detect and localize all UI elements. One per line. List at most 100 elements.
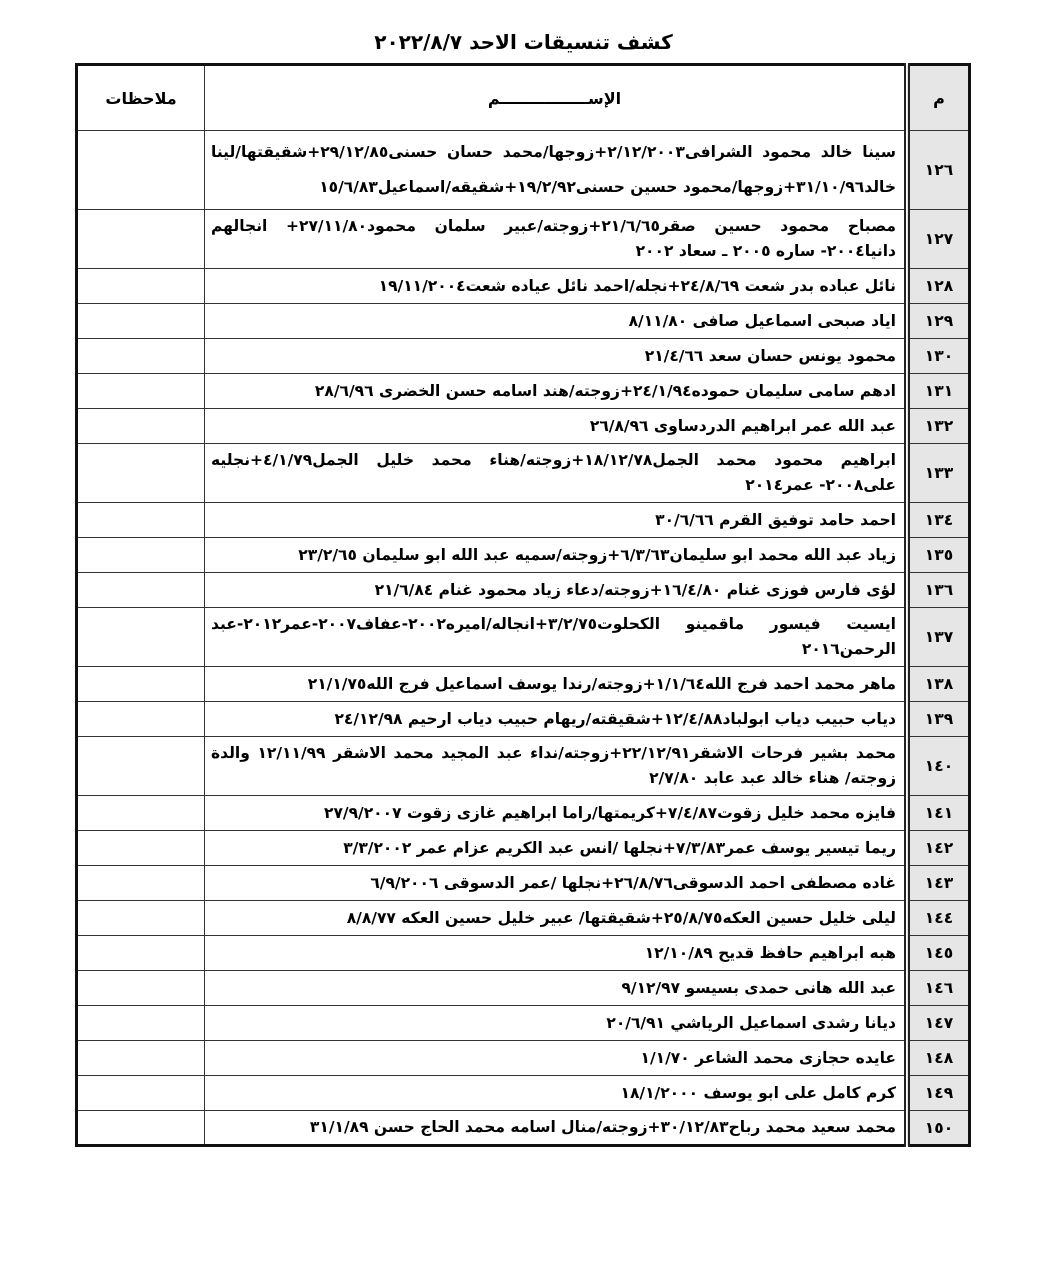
row-names: غاده مصطفى احمد الدسوقى٢٦/٨/٧٦+نجلها /عم… — [204, 865, 908, 901]
row-number: ١٣٤ — [904, 502, 970, 538]
table-row: ١٢٦ سينا خالد محمود الشرافى٢/١٢/٢٠٠٣+زوجه… — [76, 130, 970, 210]
row-notes — [76, 373, 205, 409]
row-number: ١٢٨ — [904, 268, 970, 304]
row-names: مصباح محمود حسين صقر٢١/٦/٦٥+زوجته/عبير س… — [204, 209, 908, 269]
row-notes — [76, 268, 205, 304]
table-row: ١٢٩ اياد صبحى اسماعيل صافى ٨/١١/٨٠ — [76, 303, 970, 339]
table-row: ١٣٩ دياب حبيب دياب ابولباد١٢/٤/٨٨+شقيقته/… — [76, 701, 970, 737]
row-number: ١٢٦ — [904, 130, 970, 210]
table-row: ١٣٢ عبد الله عمر ابراهيم الدردساوى ٢٦/٨/٩… — [76, 408, 970, 444]
row-number: ١٢٩ — [904, 303, 970, 339]
header-row: م الإســــــــــــــــم ملاحظات — [76, 64, 970, 131]
row-names: عبد الله عمر ابراهيم الدردساوى ٢٦/٨/٩٦ — [204, 408, 908, 444]
coordination-table: م الإســــــــــــــــم ملاحظات ١٢٦ سينا … — [75, 63, 971, 1147]
row-names: عبد الله هانى حمدى بسيسو ٩/١٢/٩٧ — [204, 970, 908, 1006]
row-notes — [76, 338, 205, 374]
row-notes — [76, 502, 205, 538]
row-number: ١٣٠ — [904, 338, 970, 374]
row-names: لؤى فارس فوزى غنام ١٦/٤/٨٠+زوجته/دعاء زي… — [204, 572, 908, 608]
row-names: احمد حامد توفيق القرم ٣٠/٦/٦٦ — [204, 502, 908, 538]
row-notes — [76, 1040, 205, 1076]
row-number: ١٤٨ — [904, 1040, 970, 1076]
table-row: ١٣٦ لؤى فارس فوزى غنام ١٦/٤/٨٠+زوجته/دعاء… — [76, 572, 970, 608]
row-names: دياب حبيب دياب ابولباد١٢/٤/٨٨+شقيقته/ريه… — [204, 701, 908, 737]
row-number: ١٣٢ — [904, 408, 970, 444]
row-notes — [76, 408, 205, 444]
row-notes — [76, 303, 205, 339]
row-names: زياد عبد الله محمد ابو سليمان٦/٣/٦٣+زوجت… — [204, 537, 908, 573]
row-names: سينا خالد محمود الشرافى٢/١٢/٢٠٠٣+زوجها/م… — [204, 130, 908, 210]
header-name: الإســــــــــــــــم — [204, 64, 908, 131]
row-number: ١٥٠ — [904, 1110, 970, 1146]
row-number: ١٤٩ — [904, 1075, 970, 1111]
table-row: ١٣١ ادهم سامى سليمان حموده٢٤/١/٩٤+زوجته/ه… — [76, 373, 970, 409]
table-row: ١٤٤ ليلى خليل حسين العكه٢٥/٨/٧٥+شقيقتها/ … — [76, 900, 970, 936]
row-names: ديانا رشدى اسماعيل الرياشي ٢٠/٦/٩١ — [204, 1005, 908, 1041]
row-names: ماهر محمد احمد فرج الله١/١/٦٤+زوجته/رندا… — [204, 666, 908, 702]
row-notes — [76, 935, 205, 971]
table-row: ١٤٨ عايده حجازى محمد الشاعر ١/١/٧٠ — [76, 1040, 970, 1076]
row-names: عايده حجازى محمد الشاعر ١/١/٧٠ — [204, 1040, 908, 1076]
table-row: ١٢٨ نائل عباده بدر شعت ٢٤/٨/٦٩+نجله/احمد … — [76, 268, 970, 304]
row-number: ١٤٦ — [904, 970, 970, 1006]
row-notes — [76, 736, 205, 796]
document-title: كشف تنسيقات الاحد ٢٠٢٢/٨/٧ — [374, 30, 673, 54]
row-notes — [76, 537, 205, 573]
row-notes — [76, 607, 205, 667]
row-notes — [76, 209, 205, 269]
row-names: ريما تيسير يوسف عمر٧/٣/٨٣+نجلها /انس عبد… — [204, 830, 908, 866]
row-number: ١٣٩ — [904, 701, 970, 737]
row-notes — [76, 443, 205, 503]
row-number: ١٣٦ — [904, 572, 970, 608]
row-number: ١٤٤ — [904, 900, 970, 936]
row-notes — [76, 1110, 205, 1146]
row-number: ١٣٥ — [904, 537, 970, 573]
row-notes — [76, 970, 205, 1006]
table-row: ١٣٥ زياد عبد الله محمد ابو سليمان٦/٣/٦٣+ز… — [76, 537, 970, 573]
row-names: اياد صبحى اسماعيل صافى ٨/١١/٨٠ — [204, 303, 908, 339]
row-number: ١٣٣ — [904, 443, 970, 503]
table-row: ١٤٥ هبه ابراهيم حافظ قديح ١٢/١٠/٨٩ — [76, 935, 970, 971]
row-notes — [76, 900, 205, 936]
table-row: ١٣٣ ابراهيم محمود محمد الجمل١٨/١٢/٧٨+زوجت… — [76, 443, 970, 503]
table-row: ١٤٩ كرم كامل على ابو يوسف ١٨/١/٢٠٠٠ — [76, 1075, 970, 1111]
row-names: ليلى خليل حسين العكه٢٥/٨/٧٥+شقيقتها/ عبي… — [204, 900, 908, 936]
row-notes — [76, 795, 205, 831]
row-number: ١٤٧ — [904, 1005, 970, 1041]
row-names: محمد سعيد محمد رباح٣٠/١٢/٨٣+زوجته/منال ا… — [204, 1110, 908, 1146]
row-number: ١٣٧ — [904, 607, 970, 667]
row-names: فايزه محمد خليل زقوت٧/٤/٨٧+كريمتها/راما … — [204, 795, 908, 831]
table-row: ١٥٠ محمد سعيد محمد رباح٣٠/١٢/٨٣+زوجته/منا… — [76, 1110, 970, 1146]
row-notes — [76, 1005, 205, 1041]
row-names: محمود يونس حسان سعد ٢١/٤/٦٦ — [204, 338, 908, 374]
row-number: ١٣٨ — [904, 666, 970, 702]
row-number: ١٣١ — [904, 373, 970, 409]
row-names: محمد بشير فرحات الاشقر٢٢/١٢/٩١+زوجته/ندا… — [204, 736, 908, 796]
row-number: ١٤٠ — [904, 736, 970, 796]
row-notes — [76, 130, 205, 210]
table-row: ١٢٧ مصباح محمود حسين صقر٢١/٦/٦٥+زوجته/عبي… — [76, 209, 970, 269]
row-notes — [76, 1075, 205, 1111]
row-names: هبه ابراهيم حافظ قديح ١٢/١٠/٨٩ — [204, 935, 908, 971]
row-names: ادهم سامى سليمان حموده٢٤/١/٩٤+زوجته/هند … — [204, 373, 908, 409]
row-notes — [76, 701, 205, 737]
row-number: ١٢٧ — [904, 209, 970, 269]
row-names: ابراهيم محمود محمد الجمل١٨/١٢/٧٨+زوجته/ه… — [204, 443, 908, 503]
row-number: ١٤٥ — [904, 935, 970, 971]
table-row: ١٤٦ عبد الله هانى حمدى بسيسو ٩/١٢/٩٧ — [76, 970, 970, 1006]
header-num: م — [904, 64, 970, 131]
row-names: نائل عباده بدر شعت ٢٤/٨/٦٩+نجله/احمد نائ… — [204, 268, 908, 304]
table-row: ١٤٠ محمد بشير فرحات الاشقر٢٢/١٢/٩١+زوجته/… — [76, 736, 970, 796]
row-names: ايسيت فيسور ماقمينو الكحلوت٣/٢/٧٥+انجاله… — [204, 607, 908, 667]
row-notes — [76, 572, 205, 608]
row-notes — [76, 865, 205, 901]
table-row: ١٣٨ ماهر محمد احمد فرج الله١/١/٦٤+زوجته/ر… — [76, 666, 970, 702]
row-notes — [76, 830, 205, 866]
row-number: ١٤٢ — [904, 830, 970, 866]
table-row: ١٤٧ ديانا رشدى اسماعيل الرياشي ٢٠/٦/٩١ — [76, 1005, 970, 1041]
table-row: ١٣٧ ايسيت فيسور ماقمينو الكحلوت٣/٢/٧٥+انج… — [76, 607, 970, 667]
table-row: ١٣٠ محمود يونس حسان سعد ٢١/٤/٦٦ — [76, 338, 970, 374]
table-row: ١٤٢ ريما تيسير يوسف عمر٧/٣/٨٣+نجلها /انس … — [76, 830, 970, 866]
row-number: ١٤١ — [904, 795, 970, 831]
table-row: ١٣٤ احمد حامد توفيق القرم ٣٠/٦/٦٦ — [76, 502, 970, 538]
